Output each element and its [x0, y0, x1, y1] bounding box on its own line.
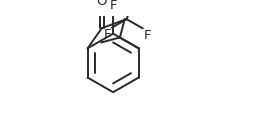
Text: O: O	[97, 0, 107, 8]
Text: F: F	[104, 28, 111, 41]
Text: F: F	[109, 0, 117, 12]
Text: F: F	[144, 29, 151, 42]
Text: F: F	[134, 0, 141, 1]
